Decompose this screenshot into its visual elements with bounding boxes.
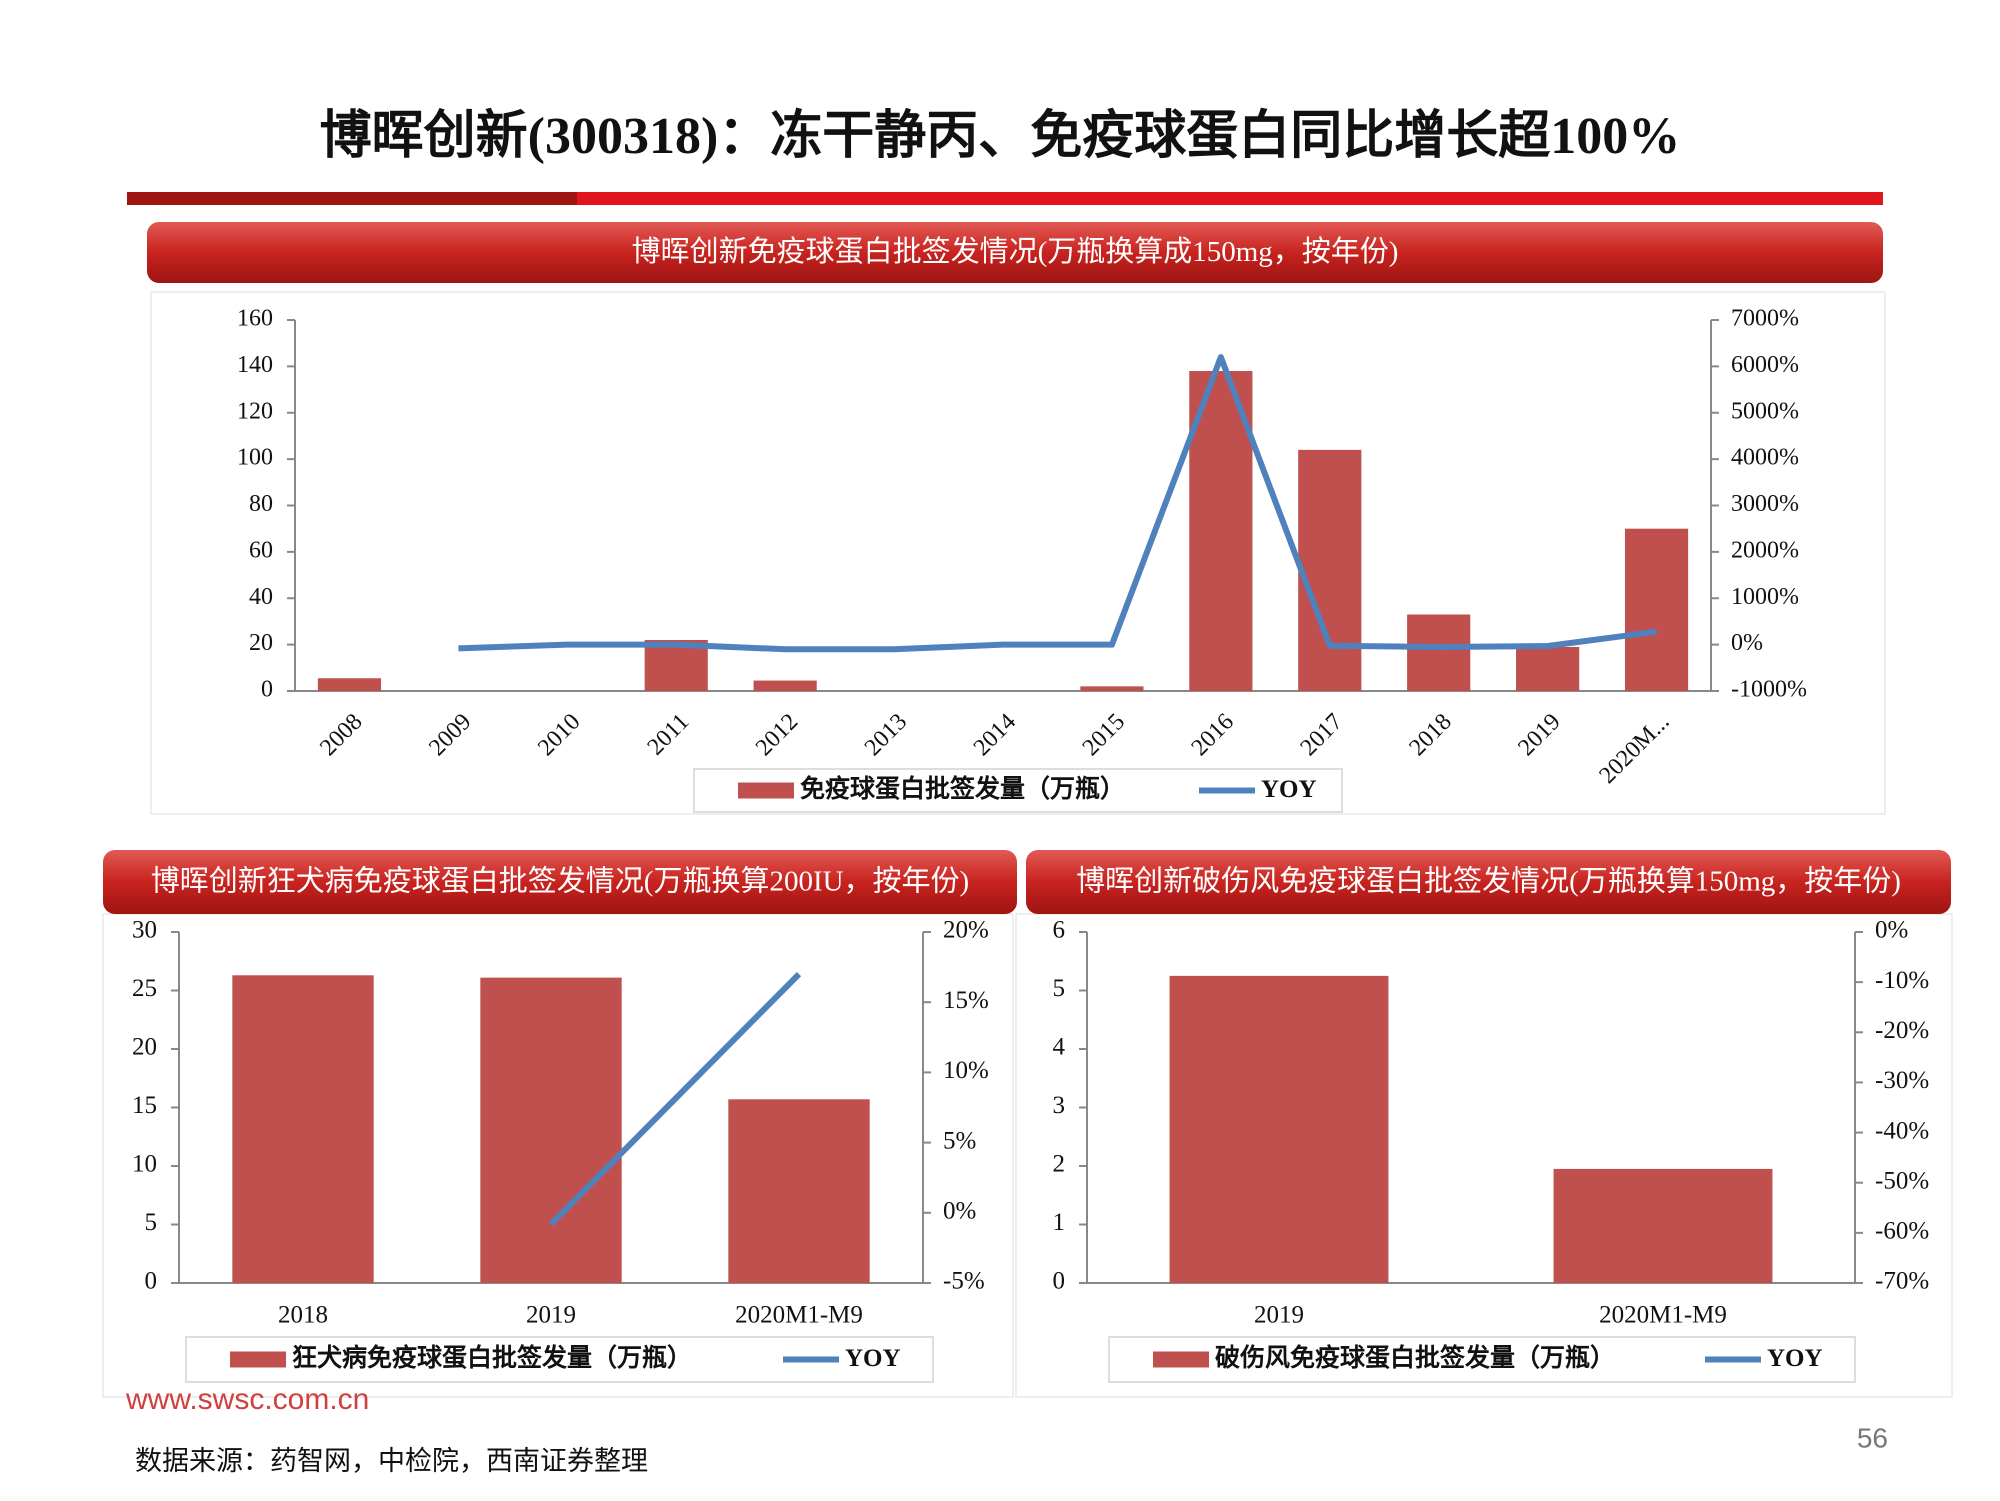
legend-box: [1108, 1336, 1856, 1383]
y2-tick-label: 0%: [1731, 630, 1763, 656]
y-tick-label: 60: [249, 537, 273, 563]
y2-tick-label: 15%: [943, 987, 989, 1014]
legend-swatch: [230, 1351, 286, 1368]
y2-tick-label: 2000%: [1731, 537, 1799, 563]
bar: [1516, 646, 1580, 691]
y2-tick-label: -5%: [943, 1268, 985, 1295]
y-tick-label: 140: [237, 352, 273, 378]
legend-label: YOY: [845, 1345, 901, 1372]
y2-tick-label: 3000%: [1731, 491, 1799, 517]
line-series: [548, 972, 802, 1227]
y-tick-label: 15: [132, 1092, 157, 1119]
chart-banner: [103, 850, 1017, 914]
legend-label: 破伤风免疫球蛋白批签发量（万瓶）: [1215, 1343, 1615, 1372]
y-tick-label: 1: [1053, 1209, 1066, 1236]
legend-label: 狂犬病免疫球蛋白批签发量（万瓶）: [292, 1343, 692, 1372]
y2-tick-label: -50%: [1875, 1167, 1929, 1194]
bar: [1407, 614, 1471, 691]
bar: [728, 1099, 870, 1283]
y-tick-label: 30: [132, 917, 157, 944]
y2-tick-label: 5%: [943, 1127, 976, 1154]
watermark: www.swsc.com.cn: [125, 1383, 369, 1416]
chart-title: 博晖创新免疫球蛋白批签发情况(万瓶换算成150mg，按年份): [632, 235, 1399, 268]
page-number: 56: [1857, 1422, 1888, 1453]
y2-tick-label: 5000%: [1731, 398, 1799, 424]
y2-tick-label: -30%: [1875, 1067, 1929, 1094]
y-tick-label: 20: [249, 630, 273, 656]
x-tick-label: 2020M1-M9: [1599, 1302, 1727, 1329]
y-tick-label: 40: [249, 584, 273, 610]
legend-label: 免疫球蛋白批签发量（万瓶）: [800, 774, 1125, 803]
title-rule-accent: [127, 192, 577, 205]
bar: [1298, 449, 1362, 691]
bar: [1553, 1168, 1773, 1283]
bar: [1189, 371, 1253, 691]
y-tick-label: 4: [1053, 1034, 1066, 1061]
y2-tick-label: 7000%: [1731, 306, 1799, 332]
y2-tick-label: -70%: [1875, 1268, 1929, 1295]
bar: [317, 678, 382, 691]
y-tick-label: 10: [132, 1151, 157, 1178]
y2-tick-label: -40%: [1875, 1117, 1929, 1144]
y2-tick-label: 4000%: [1731, 445, 1799, 471]
bar: [1080, 686, 1144, 691]
y-tick-label: 120: [237, 398, 273, 424]
chart-banner: [147, 222, 1883, 283]
legend-label: YOY: [1261, 776, 1317, 803]
y2-tick-label: 0%: [943, 1198, 976, 1225]
y-tick-label: 0: [261, 677, 273, 703]
y2-tick-label: -20%: [1875, 1017, 1929, 1044]
legend-swatch: [1153, 1351, 1209, 1368]
x-tick-label: 2018: [278, 1302, 328, 1329]
legend-label: YOY: [1767, 1345, 1823, 1372]
y2-tick-label: 1000%: [1731, 584, 1799, 610]
y-tick-label: 5: [1053, 975, 1066, 1002]
x-tick-label: 2019: [1254, 1302, 1304, 1329]
chart-title: 博晖创新破伤风免疫球蛋白批签发情况(万瓶换算150mg，按年份): [1076, 865, 1901, 898]
bar: [480, 977, 622, 1283]
chart-title: 博晖创新狂犬病免疫球蛋白批签发情况(万瓶换算200IU，按年份): [151, 865, 969, 898]
line-series: [458, 354, 1657, 653]
chart-banner: [1026, 850, 1951, 914]
legend-swatch: [738, 782, 794, 799]
y-tick-label: 2: [1053, 1151, 1066, 1178]
slide-title: 博晖创新(300318)：冻干静丙、免疫球蛋白同比增长超100%: [320, 107, 1681, 165]
y-tick-label: 0: [145, 1268, 158, 1295]
y-tick-label: 0: [1053, 1268, 1066, 1295]
y-tick-label: 80: [249, 491, 273, 517]
bar: [753, 680, 817, 691]
y2-tick-label: 0%: [1875, 917, 1908, 944]
y-tick-label: 6: [1053, 917, 1066, 944]
y2-tick-label: 10%: [943, 1057, 989, 1084]
x-tick-label: 2020M1-M9: [735, 1302, 863, 1329]
y-tick-label: 25: [132, 975, 157, 1002]
y-tick-label: 20: [132, 1034, 157, 1061]
y2-tick-label: 6000%: [1731, 352, 1799, 378]
x-tick-label: 2019: [526, 1302, 576, 1329]
footnote: 数据来源：药智网，中检院，西南证券整理: [135, 1446, 648, 1476]
y-tick-label: 5: [145, 1209, 158, 1236]
y2-tick-label: -10%: [1875, 967, 1929, 994]
bar: [1624, 528, 1689, 691]
bar: [1169, 975, 1389, 1283]
y2-tick-label: -1000%: [1731, 677, 1807, 703]
y-tick-label: 3: [1053, 1092, 1066, 1119]
y-tick-label: 100: [237, 445, 273, 471]
y2-tick-label: -60%: [1875, 1218, 1929, 1245]
y2-tick-label: 20%: [943, 917, 989, 944]
panel: [1015, 913, 1953, 1398]
y-tick-label: 160: [237, 306, 273, 332]
bar: [232, 975, 374, 1283]
panel: [150, 291, 1886, 815]
